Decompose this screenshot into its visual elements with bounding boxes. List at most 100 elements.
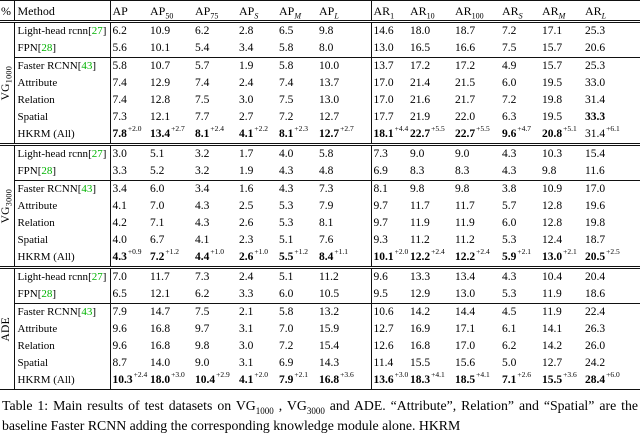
metric-column-header: AP50	[148, 0, 193, 23]
value-cell: 6.9	[371, 163, 408, 181]
value-cell: 4.0	[110, 232, 148, 249]
value-cell: 31.4	[583, 92, 640, 109]
value-cell: 17.0	[371, 75, 408, 92]
metric-value: 9.0	[195, 356, 210, 369]
citation-link[interactable]: 28	[41, 165, 53, 177]
metric-value: 11.6	[585, 164, 605, 177]
value-cell: 25.3	[583, 22, 640, 41]
metric-value: 7.2	[502, 93, 517, 106]
metric-value: 12.1	[150, 287, 171, 300]
metric-value: 17.2	[410, 59, 431, 72]
method-cell: Light-head rcnn[27]	[14, 267, 111, 286]
metric-value: 6.5	[112, 287, 127, 300]
value-cell: 17.2	[453, 58, 500, 76]
citation-link[interactable]: 43	[81, 306, 93, 318]
value-cell: 5.7	[193, 58, 237, 76]
value-cell: 5.9+2.1	[500, 248, 540, 269]
metric-value: 7.3	[319, 182, 334, 195]
value-cell: 7.1	[148, 215, 193, 232]
metric-value: 14.3	[319, 356, 340, 369]
metric-value: 11.9	[455, 216, 475, 229]
metric-value: 17.0	[455, 339, 476, 352]
citation-link[interactable]: 28	[41, 42, 53, 54]
metric-value: 2.4	[239, 270, 254, 283]
gain-superscript: +4.4	[394, 123, 409, 133]
value-cell: 3.0	[237, 338, 277, 355]
gain-superscript: +5.1	[563, 123, 577, 133]
metric-value: 4.0	[112, 233, 127, 246]
metric-column-header: ARS	[500, 0, 540, 23]
gain-superscript: +3.0	[394, 369, 409, 379]
metric-value: 15.5	[542, 373, 563, 386]
metric-value: 13.6	[373, 373, 394, 386]
table-row: VG1000 Light-head rcnn[27] 6.2 10.9 6.2 2.8 6.…	[0, 21, 640, 146]
metric-value: 12.8	[542, 216, 563, 229]
value-cell: 7.4	[110, 75, 148, 92]
citation-link[interactable]: 28	[41, 288, 53, 300]
metric-value: 17.1	[542, 24, 563, 37]
metric-value: 13.7	[373, 59, 394, 72]
dataset-label-text: VG1000	[0, 65, 14, 101]
value-cell: 19.8	[583, 215, 640, 232]
metric-value: 17.1	[455, 322, 476, 335]
value-cell: 4.1+2.0	[237, 371, 277, 390]
metric-value: 9.6	[373, 270, 388, 283]
value-cell: 9.8	[193, 338, 237, 355]
metric-value: 18.5	[455, 373, 476, 386]
value-cell: 7.9+2.1	[277, 371, 317, 390]
metric-value: 14.7	[150, 305, 171, 318]
citation-link[interactable]: 43	[81, 183, 93, 195]
metric-value: 20.5	[585, 250, 606, 263]
metric-value: 10.3	[542, 147, 563, 160]
metric-value: 7.0	[112, 270, 127, 283]
gain-superscript: +2.5	[606, 246, 620, 256]
metric-value: 7.6	[319, 233, 334, 246]
metric-value: 15.6	[455, 356, 476, 369]
value-cell: 7.0	[148, 198, 193, 215]
value-cell: 9.8	[540, 163, 583, 181]
citation-link[interactable]: 27	[91, 271, 103, 283]
metric-value: 7.4	[112, 76, 127, 89]
metric-value: 8.1	[195, 127, 210, 140]
gain-superscript: +5.5	[431, 123, 445, 133]
metric-value: 19.8	[585, 216, 606, 229]
value-cell: 3.2	[193, 145, 237, 164]
citation-link[interactable]: 43	[81, 60, 93, 72]
gain-superscript: +2.4	[431, 246, 445, 256]
citation-link[interactable]: 27	[91, 148, 103, 160]
metric-value: 6.0	[279, 287, 294, 300]
metric-value: 5.8	[319, 147, 334, 160]
percent-corner-label: %	[0, 0, 15, 23]
value-cell: 4.3	[500, 163, 540, 181]
metric-column-header: APS	[237, 0, 277, 23]
gain-superscript: +3.0	[171, 369, 185, 379]
metric-value: 10.9	[150, 24, 171, 37]
value-cell: 5.7	[500, 198, 540, 215]
metric-value: 8.0	[319, 41, 334, 54]
metric-value: 21.4	[410, 76, 431, 89]
metric-value: 6.2	[112, 24, 127, 37]
metric-value: 7.1	[502, 373, 517, 386]
value-cell: 6.1	[500, 321, 540, 338]
metric-value: 7.9	[319, 199, 334, 212]
metric-value: 9.6	[112, 339, 127, 352]
metric-value: 12.9	[410, 287, 431, 300]
method-cell: Light-head rcnn[27]	[14, 144, 111, 163]
method-cell: Spatial	[14, 232, 111, 249]
value-cell: 12.6	[371, 338, 408, 355]
metric-value: 5.3	[279, 199, 294, 212]
value-cell: 5.6	[110, 40, 148, 58]
metric-value: 7.5	[195, 93, 210, 106]
metric-value: 21.6	[410, 93, 431, 106]
value-cell: 10.4+2.9	[193, 371, 237, 390]
value-cell: 4.0	[277, 145, 317, 164]
value-cell: 21.4	[408, 75, 453, 92]
value-cell: 7.2	[500, 22, 540, 41]
value-cell: 14.3	[317, 355, 372, 372]
metric-value: 28.4	[585, 373, 606, 386]
metric-value: 3.2	[195, 164, 210, 177]
value-cell: 5.1	[277, 268, 317, 287]
citation-link[interactable]: 27	[91, 25, 103, 37]
gain-superscript: +2.0	[127, 123, 142, 133]
value-cell: 22.4	[583, 304, 640, 322]
